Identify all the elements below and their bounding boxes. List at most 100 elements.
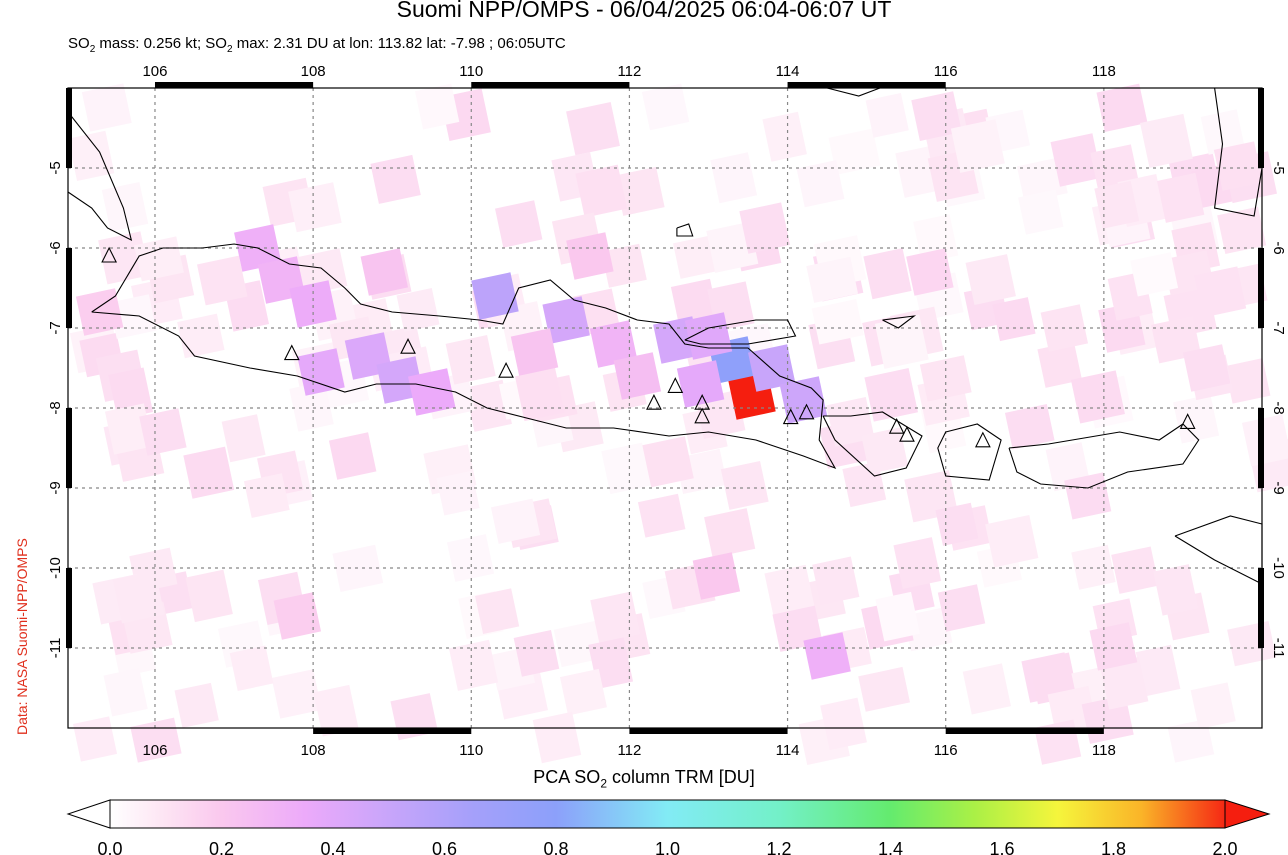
background-pixel — [575, 164, 628, 218]
frame-segment — [66, 408, 72, 488]
so2-cell — [1182, 344, 1231, 392]
frame-segment — [1258, 248, 1264, 328]
so2-cell — [328, 432, 377, 480]
lon-tick-label-top: 114 — [776, 63, 800, 80]
so2-cell — [139, 408, 187, 456]
background-pixel — [704, 508, 756, 558]
colorbar-tick-label: 1.4 — [878, 839, 903, 855]
background-pixel — [1096, 83, 1148, 132]
background-pixel — [828, 128, 881, 175]
colorbar-under-arrow — [66, 799, 111, 829]
colorbar-tick-label: 0.2 — [209, 839, 234, 855]
background-pixel — [289, 381, 334, 432]
background-pixel — [950, 119, 1005, 173]
background-pixel — [1217, 206, 1267, 255]
lon-tick-label-bottom: 114 — [776, 742, 800, 759]
lon-tick-label-bottom: 106 — [142, 742, 167, 759]
lombok-coast — [937, 423, 1002, 481]
lat-tick-label-left: -5 — [47, 161, 64, 174]
background-pixel — [104, 403, 154, 455]
so2-cell — [471, 272, 519, 320]
volcano-marker — [899, 425, 915, 442]
lat-tick-label-right: -10 — [1270, 557, 1287, 579]
frame-segment — [629, 728, 788, 734]
background-pixel — [185, 569, 233, 623]
background-pixel — [1099, 656, 1149, 710]
background-pixel — [1089, 622, 1138, 671]
map-title: Suomi NPP/OMPS - 06/04/2025 06:04-06:07 … — [396, 0, 892, 22]
background-pixel — [513, 630, 560, 677]
background-pixel — [875, 591, 920, 642]
background-pixel — [812, 556, 860, 606]
so2-cell — [803, 632, 851, 680]
background-pixel — [1130, 252, 1179, 297]
background-pixel — [72, 716, 118, 762]
lat-tick-label-right: -11 — [1270, 638, 1287, 659]
background-pixel — [985, 514, 1039, 568]
madura-coast — [684, 319, 797, 345]
background-pixel — [962, 663, 1011, 715]
colorbar-over-arrow — [1224, 799, 1271, 829]
background-pixel — [858, 666, 911, 712]
frame-segment — [66, 568, 72, 648]
so2-cell — [510, 328, 559, 376]
background-pixel — [820, 697, 867, 751]
background-pixel — [864, 368, 918, 422]
background-pixel — [1050, 133, 1102, 187]
lon-tick-label-top: 110 — [459, 63, 483, 80]
background-pixel — [1190, 682, 1236, 730]
background-pixel — [601, 442, 652, 495]
lon-tick-label-top: 108 — [301, 63, 326, 80]
background-pixel — [842, 461, 887, 508]
lat-tick-label-left: -7 — [47, 321, 64, 334]
background-pixel — [865, 92, 909, 138]
background-pixel — [1135, 644, 1181, 697]
background-pixel — [313, 684, 359, 737]
axis-tick-labels: 106 106 108 108 110 110 112 112 114 114 116 116 118 1… — [47, 63, 1287, 759]
background-pixel — [992, 297, 1036, 342]
background-pixel — [1070, 370, 1125, 424]
background-pixel — [1167, 718, 1215, 763]
background-pixel — [1071, 544, 1116, 590]
so2-cell — [937, 584, 986, 632]
background-pixel — [130, 717, 182, 763]
background-pixel — [1018, 189, 1064, 235]
background-pixel — [183, 446, 235, 499]
background-pixel — [559, 668, 607, 716]
frame-segment — [1258, 408, 1264, 488]
background-pixel — [935, 502, 979, 546]
lon-tick-label-bottom: 118 — [1092, 742, 1116, 759]
background-pixel — [863, 248, 912, 300]
background-pixel — [1156, 172, 1205, 223]
so2-cell — [289, 280, 337, 328]
background-pixel — [1064, 472, 1112, 520]
background-pixel — [861, 427, 909, 474]
colorbar-tick-label: 1.0 — [655, 839, 680, 855]
volcano-marker — [798, 403, 815, 420]
lon-tick-label-bottom: 116 — [934, 742, 958, 759]
so2-cell — [676, 360, 725, 408]
background-pixel — [1004, 403, 1055, 450]
volcano-marker — [694, 407, 711, 424]
background-pixel — [637, 493, 686, 538]
so2-cell — [906, 248, 954, 296]
volcano-markers — [101, 246, 1196, 448]
sulawesi-coast — [1213, 87, 1263, 217]
background-pixel — [177, 313, 225, 359]
colorbar-label: PCA SO2 column TRM [DU] — [533, 767, 755, 791]
lat-tick-label-right: -6 — [1270, 241, 1287, 254]
background-pixel — [1153, 564, 1199, 616]
colorbar-tick-label: 2.0 — [1212, 839, 1237, 855]
sumbawa-coast — [1008, 423, 1200, 489]
volcano-marker — [646, 393, 662, 410]
background-pixel — [271, 669, 322, 719]
so2-cell — [360, 248, 409, 296]
kangean-coast — [882, 315, 917, 329]
lat-tick-label-left: -11 — [47, 638, 64, 659]
frame-segment — [787, 82, 946, 88]
lat-tick-label-left: -10 — [47, 557, 64, 579]
background-pixel — [911, 91, 962, 141]
background-pixel — [396, 288, 440, 332]
frame-segment — [313, 728, 472, 734]
